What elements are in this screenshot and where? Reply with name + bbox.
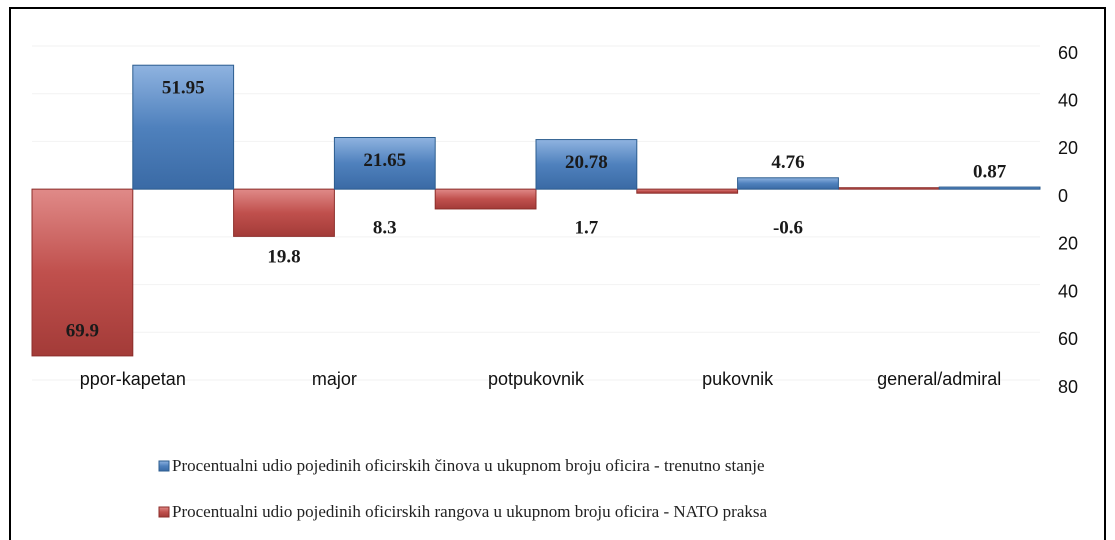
x-tick-label: pukovnik — [702, 369, 774, 389]
bar — [938, 186, 1041, 190]
bar — [233, 188, 335, 237]
bar — [837, 187, 940, 190]
data-label: 8.3 — [373, 218, 397, 239]
y-tick-label: 40 — [1058, 90, 1078, 110]
data-label: 51.95 — [162, 78, 205, 99]
bar — [636, 188, 739, 194]
legend-label: Procentualni udio pojedinih oficirskih r… — [172, 502, 767, 521]
y-tick-label: 40 — [1058, 281, 1078, 301]
y-tick-label: 60 — [1058, 43, 1078, 63]
x-tick-label: potpukovnik — [488, 369, 585, 389]
data-label: 20.78 — [565, 152, 608, 173]
bar — [333, 136, 436, 190]
y-tick-label: 20 — [1058, 138, 1078, 158]
data-label: 4.76 — [771, 152, 804, 173]
legend-label: Procentualni udio pojedinih oficirskih č… — [172, 456, 765, 475]
bar — [737, 177, 839, 190]
x-tick-label: general/admiral — [877, 369, 1001, 389]
bar — [535, 139, 638, 190]
legend-swatch — [158, 460, 170, 472]
bar — [132, 64, 235, 190]
y-tick-label: 60 — [1058, 329, 1078, 349]
y-tick-label: 80 — [1058, 377, 1078, 397]
data-label: 0.87 — [973, 161, 1007, 182]
frame — [9, 7, 1106, 540]
y-tick-label: 0 — [1058, 186, 1068, 206]
y-tick-label: 20 — [1058, 234, 1078, 254]
x-tick-label: ppor-kapetan — [80, 369, 186, 389]
bar — [434, 188, 537, 210]
data-label: 1.7 — [575, 218, 599, 239]
x-tick-label: major — [312, 369, 357, 389]
legend-swatch — [158, 506, 170, 518]
data-label: 19.8 — [267, 247, 300, 268]
bar — [31, 188, 134, 357]
data-label: -0.6 — [773, 218, 803, 239]
data-label: 69.9 — [66, 320, 99, 341]
data-label: 21.65 — [363, 150, 406, 171]
